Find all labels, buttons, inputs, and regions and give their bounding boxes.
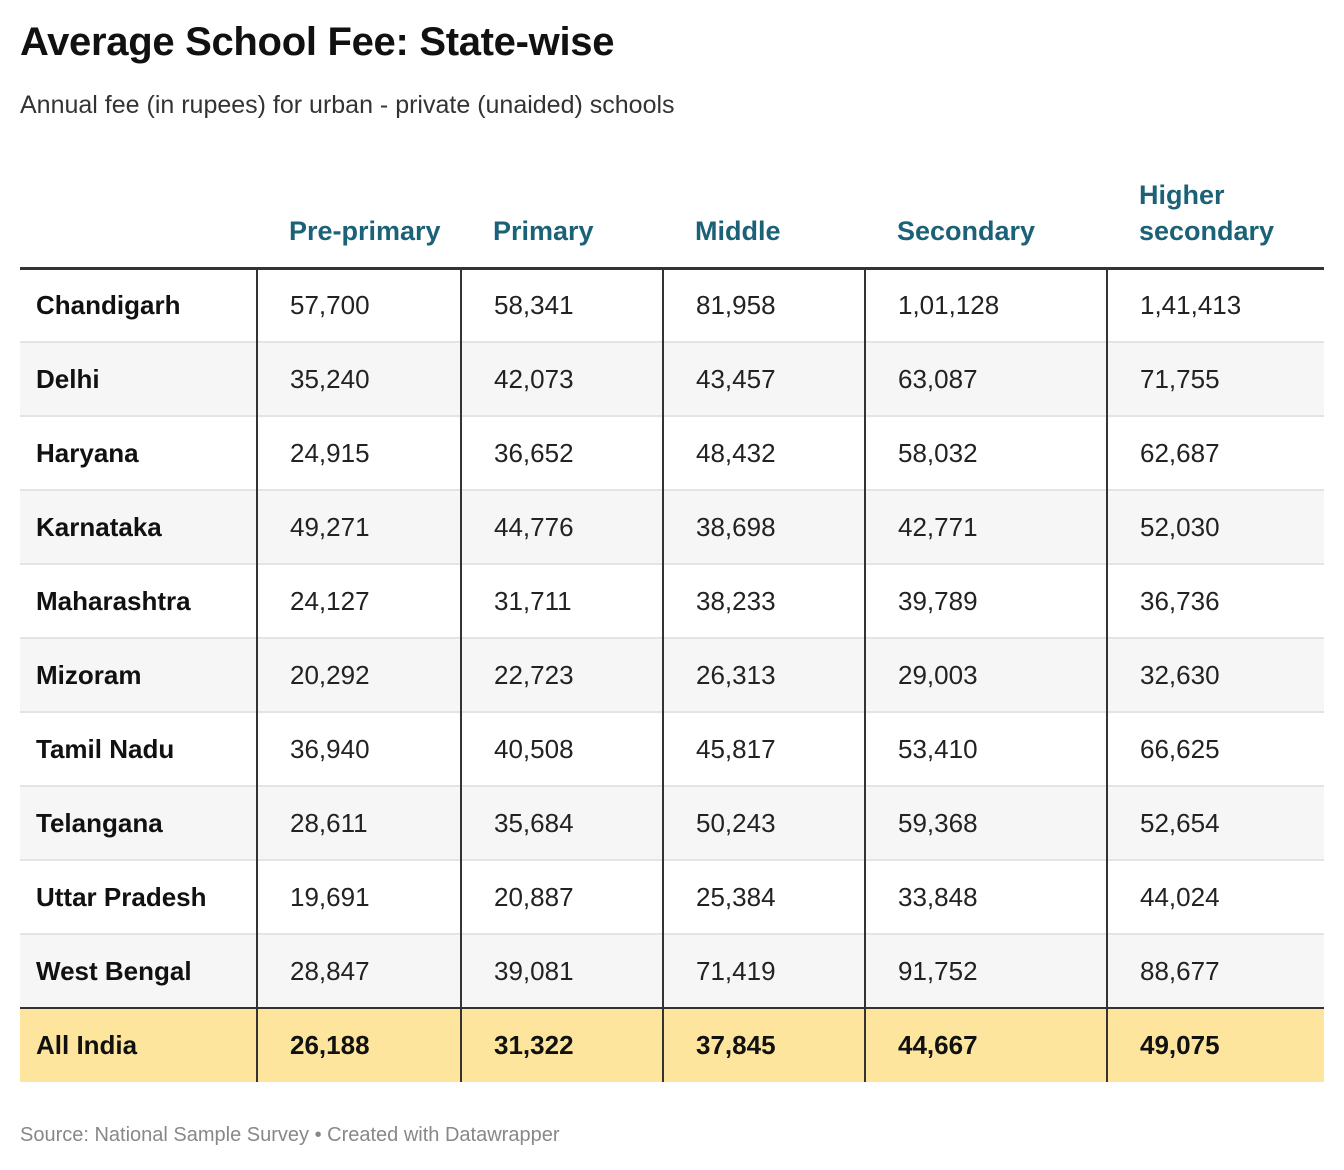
fee-cell-pre-primary: 24,127	[256, 563, 461, 638]
fee-cell-higher-secondary: 32,630	[1106, 637, 1324, 712]
fee-cell-secondary: 91,752	[864, 933, 1107, 1008]
fee-cell-secondary: 29,003	[864, 637, 1107, 712]
fee-cell-higher-secondary: 36,736	[1106, 563, 1324, 638]
fee-cell-secondary: 44,667	[864, 1007, 1107, 1082]
fee-cell-higher-secondary: 49,075	[1106, 1007, 1324, 1082]
fee-cell-primary: 20,887	[460, 859, 663, 934]
column-header-middle: Middle	[663, 160, 865, 270]
table-header: Pre-primary Primary Middle Secondary Higher …	[20, 160, 1324, 270]
fee-cell-primary: 35,684	[460, 785, 663, 860]
fee-cell-higher-secondary: 52,030	[1106, 489, 1324, 564]
table-row: Uttar Pradesh 19,691 20,887 25,384 33,848 44,…	[20, 859, 1324, 934]
column-header-state	[20, 160, 257, 270]
state-name-cell: Uttar Pradesh	[20, 859, 257, 934]
fee-cell-secondary: 33,848	[864, 859, 1107, 934]
table-row: West Bengal 28,847 39,081 71,419 91,752 88,67…	[20, 933, 1324, 1008]
fee-cell-pre-primary: 36,940	[256, 711, 461, 786]
fee-cell-secondary: 59,368	[864, 785, 1107, 860]
fee-cell-pre-primary: 57,700	[256, 268, 461, 342]
table-row: Chandigarh 57,700 58,341 81,958 1,01,128 1,41…	[20, 268, 1324, 342]
fee-cell-higher-secondary: 52,654	[1106, 785, 1324, 860]
fee-cell-primary: 31,711	[460, 563, 663, 638]
fee-cell-pre-primary: 28,611	[256, 785, 461, 860]
fee-cell-middle: 48,432	[662, 415, 865, 490]
fee-cell-secondary: 1,01,128	[864, 268, 1107, 342]
table-row: Haryana 24,915 36,652 48,432 58,032 62,687	[20, 415, 1324, 490]
fee-cell-pre-primary: 35,240	[256, 341, 461, 416]
fee-cell-higher-secondary: 44,024	[1106, 859, 1324, 934]
fee-cell-secondary: 53,410	[864, 711, 1107, 786]
fee-cell-secondary: 63,087	[864, 341, 1107, 416]
fee-cell-higher-secondary: 1,41,413	[1106, 268, 1324, 342]
fee-cell-middle: 26,313	[662, 637, 865, 712]
fee-cell-pre-primary: 20,292	[256, 637, 461, 712]
fee-cell-higher-secondary: 66,625	[1106, 711, 1324, 786]
state-name-cell: Karnataka	[20, 489, 257, 564]
table-row: Delhi 35,240 42,073 43,457 63,087 71,755	[20, 341, 1324, 416]
state-name-cell: Mizoram	[20, 637, 257, 712]
chart-title: Average School Fee: State-wise	[20, 20, 615, 64]
state-name-cell: West Bengal	[20, 933, 257, 1008]
fee-cell-primary: 31,322	[460, 1007, 663, 1082]
fee-cell-middle: 71,419	[662, 933, 865, 1008]
fee-cell-higher-secondary: 71,755	[1106, 341, 1324, 416]
state-name-cell: Haryana	[20, 415, 257, 490]
fee-cell-primary: 44,776	[460, 489, 663, 564]
column-header-pre-primary: Pre-primary	[257, 160, 461, 270]
fee-cell-pre-primary: 24,915	[256, 415, 461, 490]
fee-cell-primary: 40,508	[460, 711, 663, 786]
fee-cell-middle: 50,243	[662, 785, 865, 860]
fee-cell-pre-primary: 49,271	[256, 489, 461, 564]
fee-cell-secondary: 39,789	[864, 563, 1107, 638]
fee-cell-pre-primary: 26,188	[256, 1007, 461, 1082]
fee-cell-middle: 81,958	[662, 268, 865, 342]
table-row: Karnataka 49,271 44,776 38,698 42,771 52,030	[20, 489, 1324, 564]
table-row: Maharashtra 24,127 31,711 38,233 39,789 36,73…	[20, 563, 1324, 638]
fee-cell-secondary: 42,771	[864, 489, 1107, 564]
state-name-cell: Tamil Nadu	[20, 711, 257, 786]
fee-cell-primary: 22,723	[460, 637, 663, 712]
fee-cell-higher-secondary: 62,687	[1106, 415, 1324, 490]
fee-cell-middle: 25,384	[662, 859, 865, 934]
table-row: Tamil Nadu 36,940 40,508 45,817 53,410 66,625	[20, 711, 1324, 786]
table-row: Mizoram 20,292 22,723 26,313 29,003 32,630	[20, 637, 1324, 712]
fee-cell-primary: 39,081	[460, 933, 663, 1008]
fee-cell-secondary: 58,032	[864, 415, 1107, 490]
fee-cell-pre-primary: 19,691	[256, 859, 461, 934]
state-name-cell: All India	[20, 1007, 257, 1082]
state-name-cell: Chandigarh	[36, 289, 181, 320]
fee-cell-middle: 45,817	[662, 711, 865, 786]
fee-table: Pre-primary Primary Middle Secondary Higher …	[20, 160, 1324, 1082]
state-name-cell: Delhi	[20, 341, 257, 416]
header-row: Pre-primary Primary Middle Secondary Higher …	[20, 160, 1324, 270]
fee-cell-middle: 37,845	[662, 1007, 865, 1082]
column-header-secondary: Secondary	[865, 160, 1107, 270]
fee-cell-pre-primary: 28,847	[256, 933, 461, 1008]
state-name-cell: Telangana	[20, 785, 257, 860]
fee-cell-primary: 36,652	[460, 415, 663, 490]
fee-cell-higher-secondary: 88,677	[1106, 933, 1324, 1008]
fee-cell-primary: 58,341	[460, 268, 663, 342]
chart-subtitle: Annual fee (in rupees) for urban - priva…	[20, 91, 675, 119]
fee-cell-middle: 38,233	[662, 563, 865, 638]
source-note: Source: National Sample Survey • Created…	[20, 1124, 560, 1146]
state-name-cell: Maharashtra	[20, 563, 257, 638]
fee-cell-middle: 43,457	[662, 341, 865, 416]
fee-cell-primary: 42,073	[460, 341, 663, 416]
table-row: Telangana 28,611 35,684 50,243 59,368 52,654	[20, 785, 1324, 860]
table-body: Chandigarh 57,700 58,341 81,958 1,01,128 1,41…	[20, 268, 1324, 1082]
column-header-primary: Primary	[461, 160, 663, 270]
fee-cell-middle: 38,698	[662, 489, 865, 564]
total-row: All India 26,188 31,322 37,845 44,667 49,075	[20, 1007, 1324, 1082]
column-header-higher-secondary: Higher secondary	[1107, 160, 1324, 270]
